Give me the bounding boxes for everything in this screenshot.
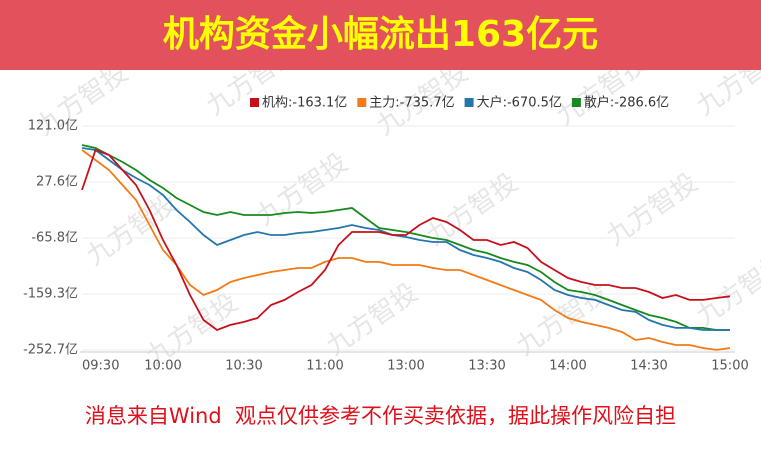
legend-swatch — [357, 98, 367, 107]
y-tick-label: 121.0亿 — [28, 119, 78, 134]
series-line — [81, 147, 730, 331]
y-tick-label: -65.8亿 — [31, 230, 78, 245]
legend-label: 主力:-735.7亿 — [369, 96, 454, 111]
banner — [0, 0, 761, 70]
watermark: 九方智投 — [691, 70, 761, 122]
watermark: 九方智投 — [511, 278, 613, 362]
x-tick-label: 13:30 — [468, 359, 505, 374]
legend-label: 大户:-670.5亿 — [477, 95, 562, 111]
watermark: 九方智投 — [691, 248, 761, 332]
legend-swatch — [250, 98, 259, 107]
x-tick-label: 11:00 — [306, 359, 343, 374]
legend-label: 机构:-163.1亿 — [262, 96, 347, 111]
series-line — [81, 144, 730, 331]
x-tick-label: 10:30 — [225, 359, 262, 374]
watermark: 九方智投 — [321, 278, 423, 362]
series-line — [81, 148, 731, 332]
y-tick-label: 27.6亿 — [36, 174, 78, 189]
legend-swatch — [464, 98, 474, 107]
y-tick-label: -159.3亿 — [23, 287, 78, 302]
legend-label: 散户:-286.6亿 — [584, 95, 669, 111]
x-tick-label: 14:30 — [630, 359, 667, 374]
watermark: 九方智投 — [601, 168, 703, 252]
x-tick-label: 15:00 — [711, 359, 748, 374]
watermark: 九方智投 — [251, 148, 353, 232]
x-tick-label: 13:00 — [387, 359, 424, 374]
series-line — [81, 149, 731, 351]
chart-title: 机构资金小幅流出163亿元 — [162, 14, 599, 55]
x-tick-label: 09:30 — [82, 359, 119, 374]
x-tick-label: 10:00 — [144, 359, 181, 374]
disclaimer: 消息来自Wind 观点仅供参考不作买卖依据，据此操作风险自担 — [84, 404, 677, 428]
legend-swatch — [571, 98, 581, 107]
y-tick-label: -252.7亿 — [23, 343, 78, 358]
x-tick-label: 14:00 — [549, 359, 586, 374]
